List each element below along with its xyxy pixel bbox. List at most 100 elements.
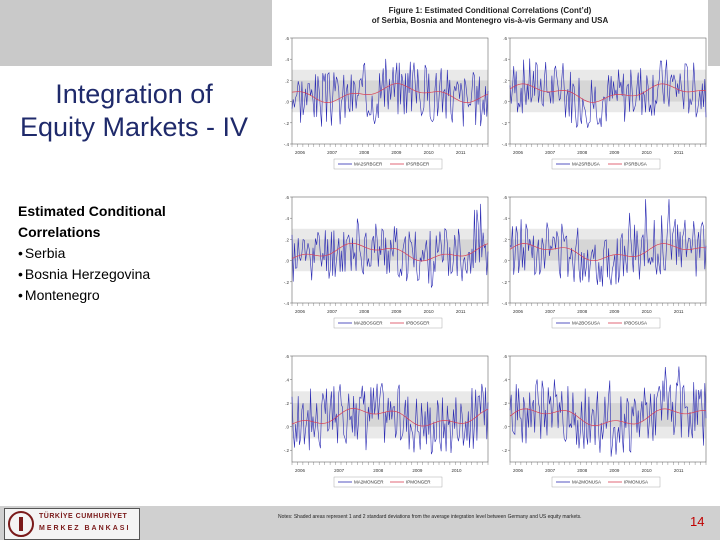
x-tick-label: 2009 (391, 309, 402, 314)
x-tick-label: 2011 (456, 309, 466, 314)
legend-label-ipsrbusa: IPSRBUSA (624, 162, 647, 167)
y-tick-label: .4 (285, 57, 289, 62)
x-tick-label: 2010 (452, 468, 463, 473)
central-bank-logo: TÜRKİYE CUMHURİYET MERKEZ BANKASI (4, 508, 140, 540)
x-tick-label: 2006 (513, 468, 524, 473)
tcmb-emblem-icon (8, 511, 34, 537)
y-tick-label: .2 (503, 401, 507, 406)
figure-footnote: Notes: Shaded areas represent 1 and 2 st… (278, 514, 582, 520)
x-tick-label: 2007 (327, 150, 338, 155)
y-tick-label: .0 (285, 100, 289, 105)
legend-box (333, 317, 443, 329)
x-tick-label: 2010 (642, 468, 653, 473)
series-line-ipsrbger (291, 83, 489, 103)
logo-text-line2: MERKEZ BANKASI (39, 525, 131, 532)
series-line-ma2bosusa (509, 199, 707, 287)
chart-serbia-usa: .6 .4 .2 .0 -.2 -.4 2006 2007 2008 2009 2010 2011 MA… (502, 36, 707, 170)
legend-box (333, 158, 443, 170)
x-tick-label: 2008 (373, 468, 384, 473)
y-tick-label: .2 (285, 237, 289, 242)
x-tick-label: 2009 (391, 150, 402, 155)
legend-label-ma2bosusa: MA2BOSUSA (572, 321, 600, 326)
y-tick-label: -.2 (284, 280, 290, 285)
chart-montenegro-germany: .6 .4 .2 .0 -.2 2006 2007 2008 2009 2010 MA2MONGER… (284, 354, 489, 488)
legend-label-ipsrbger: IPSRBGER (406, 162, 430, 167)
legend-label-ipmonusa: IPMONUSA (624, 480, 648, 485)
legend-box (551, 476, 661, 488)
y-tick-label: .0 (503, 425, 507, 430)
y-tick-label: -.4 (284, 142, 290, 147)
x-tick-label: 2006 (295, 468, 306, 473)
legend-box (333, 476, 443, 488)
chart-serbia-germany: .6 .4 .2 .0 -.2 -.4 2006 2007 2008 2009 2010 2011 MA… (284, 36, 489, 170)
y-tick-label: .2 (285, 401, 289, 406)
x-tick-label: 2008 (359, 150, 370, 155)
logo-text-line1: TÜRKİYE CUMHURİYET (39, 513, 128, 520)
series-line-ipbosusa (509, 243, 707, 262)
chart-bosnia-usa: .6 .4 .2 .0 -.2 -.4 2006 2007 2008 2009 2010 2011 MA… (502, 195, 707, 329)
x-tick-label: 2007 (334, 468, 345, 473)
legend-label-ma2bosger: MA2BOSGER (354, 321, 383, 326)
x-tick-label: 2006 (513, 309, 524, 314)
y-tick-label: .4 (503, 57, 507, 62)
x-tick-label: 2010 (642, 309, 653, 314)
chart-montenegro-usa: .6 .4 .2 .0 -.2 2006 2007 2008 2009 2010 2011 MA2MO… (502, 354, 707, 488)
series-line-ma2bosger (291, 203, 489, 289)
y-tick-label: -.4 (284, 301, 290, 306)
x-tick-label: 2007 (545, 468, 556, 473)
x-tick-label: 2008 (577, 309, 588, 314)
slide-title-line2: Equity Markets - IV (19, 112, 249, 142)
y-tick-label: .6 (503, 36, 507, 41)
slide-title-line1: Integration of (55, 79, 213, 109)
y-tick-label: -.2 (284, 121, 290, 126)
legend-label-ma2srbusa: MA2SRBUSA (572, 162, 600, 167)
bullet-heading: Estimated Conditional Correlations (18, 201, 248, 243)
figure-title: Figure 1: Estimated Conditional Correlat… (272, 6, 708, 26)
bullet-item-montenegro: Montenegro (18, 285, 248, 306)
series-line-ma2srbger (291, 58, 489, 127)
x-tick-label: 2007 (327, 309, 338, 314)
series-line-ma2srbusa (509, 58, 707, 128)
series-line-ipbosger (291, 242, 489, 262)
y-tick-label: .6 (285, 354, 289, 359)
series-line-ipsrbusa (509, 83, 707, 103)
x-tick-label: 2008 (359, 309, 370, 314)
x-tick-label: 2010 (424, 309, 435, 314)
y-tick-label: -.4 (502, 142, 508, 147)
x-tick-label: 2009 (412, 468, 423, 473)
x-tick-label: 2008 (577, 150, 588, 155)
x-tick-label: 2009 (609, 309, 620, 314)
bullet-heading-line2: Correlations (18, 224, 101, 240)
x-tick-label: 2007 (545, 150, 556, 155)
y-tick-label: .0 (285, 259, 289, 264)
y-tick-label: .4 (503, 216, 507, 221)
x-tick-label: 2006 (295, 150, 306, 155)
x-tick-label: 2011 (674, 468, 684, 473)
y-tick-label: .2 (503, 237, 507, 242)
y-tick-label: -.2 (502, 448, 508, 453)
x-tick-label: 2010 (642, 150, 653, 155)
legend-label-ma2srbger: MA2SRBGER (354, 162, 383, 167)
y-tick-label: -.2 (502, 280, 508, 285)
slide-title: Integration of Equity Markets - IV (0, 78, 268, 144)
y-tick-label: .6 (503, 195, 507, 200)
chart-bosnia-germany: .6 .4 .2 .0 -.2 -.4 2006 2007 2008 2009 2010 2011 MA… (284, 195, 489, 329)
series-line-ma2monger (291, 383, 489, 455)
y-tick-label: .2 (503, 78, 507, 83)
x-tick-label: 2007 (545, 309, 556, 314)
legend-label-ma2monusa: MA2MONUSA (572, 480, 601, 485)
y-tick-label: .0 (285, 425, 289, 430)
bullet-item-bosnia: Bosnia Herzegovina (18, 264, 248, 285)
figure-title-line1: Figure 1: Estimated Conditional Correlat… (388, 6, 592, 15)
series-line-ma2monusa (509, 366, 707, 457)
y-tick-label: -.2 (502, 121, 508, 126)
y-tick-label: .4 (503, 378, 507, 383)
y-tick-label: .6 (285, 36, 289, 41)
x-tick-label: 2008 (577, 468, 588, 473)
figure-title-line2: of Serbia, Bosnia and Montenegro vis-à-v… (371, 16, 609, 25)
x-tick-label: 2009 (609, 468, 620, 473)
y-tick-label: .0 (503, 259, 507, 264)
bullet-list: Estimated Conditional Correlations Serbi… (18, 201, 248, 306)
y-tick-label: -.2 (284, 448, 290, 453)
y-tick-label: .2 (285, 78, 289, 83)
